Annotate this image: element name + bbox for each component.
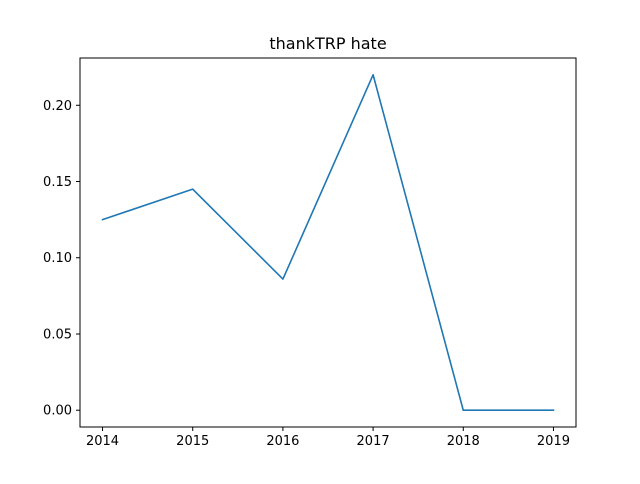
- chart-title: thankTRP hate: [269, 34, 386, 53]
- y-tick-label: 0.00: [43, 404, 72, 419]
- y-tick-label: 0.05: [43, 327, 72, 342]
- x-tick-label: 2017: [357, 434, 390, 449]
- x-tick-label: 2019: [537, 434, 570, 449]
- y-tick-label: 0.10: [43, 251, 72, 266]
- x-tick-label: 2018: [447, 434, 480, 449]
- y-tick-label: 0.15: [43, 175, 72, 190]
- y-tick-label: 0.20: [43, 99, 72, 114]
- x-tick-label: 2016: [266, 434, 299, 449]
- x-tick-label: 2014: [86, 434, 119, 449]
- x-tick-label: 2015: [176, 434, 209, 449]
